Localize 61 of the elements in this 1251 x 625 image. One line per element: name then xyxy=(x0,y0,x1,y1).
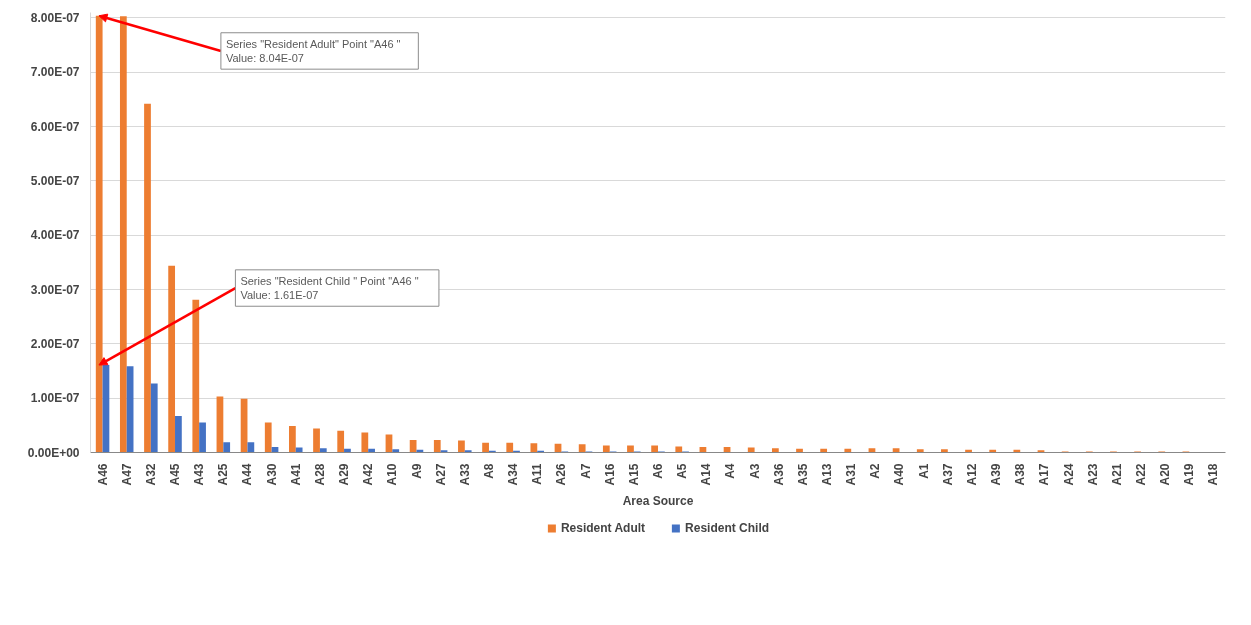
x-tick-label: A23 xyxy=(1085,463,1100,486)
x-tick-label: A8 xyxy=(481,463,496,479)
x-tick-label: A18 xyxy=(1206,463,1221,486)
legend-label: Resident Child xyxy=(685,521,770,535)
y-tick-label: 4.00E-07 xyxy=(30,228,80,243)
x-tick-label: A43 xyxy=(192,463,207,486)
x-tick-label: A4 xyxy=(723,463,738,479)
x-tick-label: A6 xyxy=(651,463,665,479)
x-tick-label: A35 xyxy=(795,463,810,486)
x-tick-label: A9 xyxy=(409,463,424,479)
x-tick-label: A24 xyxy=(1061,463,1076,486)
x-tick-label: A16 xyxy=(602,463,617,486)
x-tick-label: A21 xyxy=(1109,463,1124,486)
annotation: Series "Resident Adult" Point "A46 " Value: 8.04E-07 xyxy=(225,37,401,65)
x-tick-label: A3 xyxy=(747,463,762,479)
x-tick-label: A11 xyxy=(530,463,545,485)
y-tick-label: 6.00E-07 xyxy=(30,119,80,134)
x-tick-label: A12 xyxy=(964,463,979,486)
x-tick-label: A45 xyxy=(168,463,183,486)
x-tick-label: A33 xyxy=(457,463,472,486)
x-tick-label: A39 xyxy=(989,463,1004,486)
x-tick-label: A30 xyxy=(264,463,279,486)
x-tick-label: A27 xyxy=(433,463,448,486)
x-tick-label: A13 xyxy=(820,463,835,486)
x-tick-label: A20 xyxy=(1158,463,1173,486)
x-tick-label: A41 xyxy=(288,463,303,486)
x-axis-title: Area Source xyxy=(622,493,694,508)
x-tick-label: A28 xyxy=(312,463,327,486)
x-tick-label: A36 xyxy=(771,463,786,486)
legend-label: Resident Adult xyxy=(560,521,646,535)
y-tick-label: 8.00E-07 xyxy=(30,10,80,25)
y-tick-label: 7.00E-07 xyxy=(30,65,80,80)
y-tick-label: 0.00E+00 xyxy=(27,445,80,460)
x-tick-label: A32 xyxy=(143,463,158,486)
x-tick-label: A46 xyxy=(95,463,110,486)
x-tick-label: A40 xyxy=(892,463,907,486)
x-tick-label: A17 xyxy=(1037,463,1052,486)
x-tick-label: A15 xyxy=(626,463,641,486)
x-tick-label: A10 xyxy=(385,463,400,486)
x-tick-label: A5 xyxy=(675,463,690,479)
x-tick-label: A38 xyxy=(1013,463,1028,486)
x-tick-label: A29 xyxy=(337,463,352,486)
annotation: Series "Resident Child " Point "A46 " Value: 1.61E-07 xyxy=(240,274,419,302)
y-tick-label: 1.00E-07 xyxy=(30,391,80,406)
x-tick-label: A25 xyxy=(216,463,231,486)
y-tick-label: 3.00E-07 xyxy=(30,282,80,297)
x-tick-label: A1 xyxy=(916,463,931,479)
x-tick-label: A42 xyxy=(361,463,376,486)
x-tick-label: A26 xyxy=(554,463,569,486)
x-tick-label: A19 xyxy=(1182,463,1197,486)
x-tick-label: A47 xyxy=(119,463,134,486)
y-tick-label: 5.00E-07 xyxy=(30,173,80,188)
x-tick-label: A37 xyxy=(940,463,955,486)
y-tick-label: 2.00E-07 xyxy=(30,336,80,351)
x-tick-label: A34 xyxy=(506,463,521,486)
x-tick-label: A44 xyxy=(240,463,255,486)
x-tick-label: A2 xyxy=(868,463,883,479)
x-tick-label: A7 xyxy=(578,463,593,479)
x-tick-label: A31 xyxy=(844,463,859,486)
x-tick-label: A22 xyxy=(1133,463,1148,486)
x-tick-label: A14 xyxy=(699,463,714,486)
